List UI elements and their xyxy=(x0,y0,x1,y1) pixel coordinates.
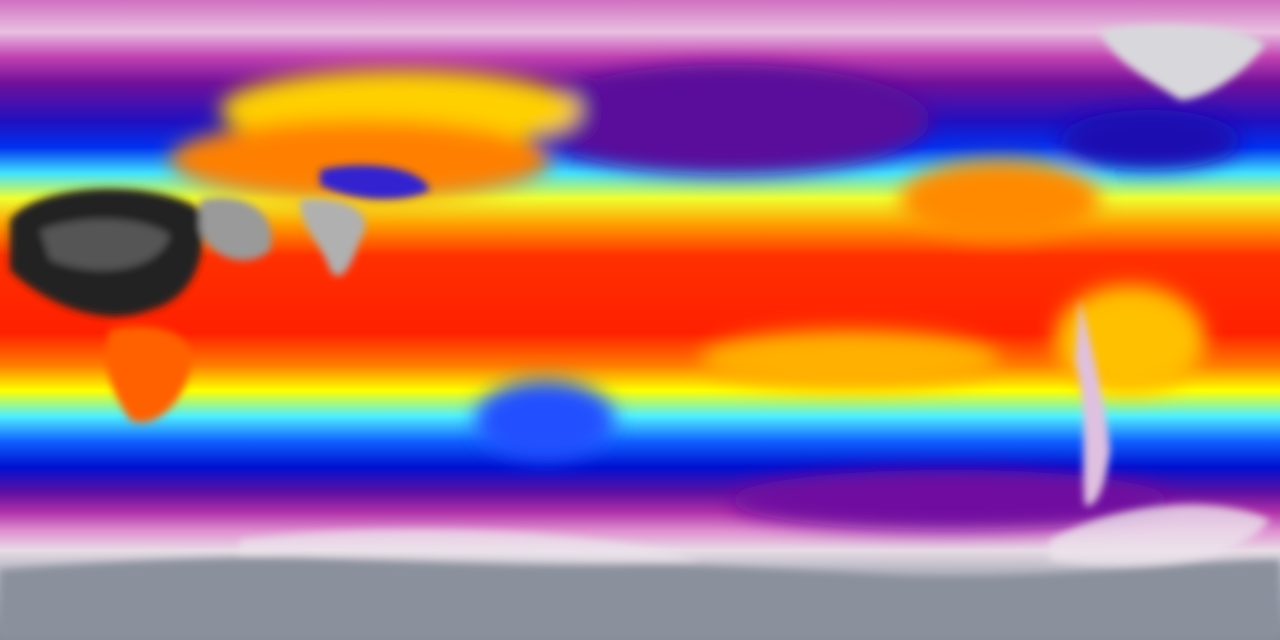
sahara-grey-highlight xyxy=(40,219,170,271)
andes-region xyxy=(1075,300,1110,506)
arabia-region xyxy=(200,197,272,261)
north-america-region xyxy=(900,160,1100,240)
australia-region xyxy=(475,380,615,460)
eastern-pacific-yellow xyxy=(700,330,1000,390)
greenland-ice xyxy=(1100,25,1265,100)
africa-south-region xyxy=(106,326,192,423)
tibet-region xyxy=(320,165,430,200)
antarctica-white-shelf xyxy=(240,529,700,565)
south-pacific-purple xyxy=(730,470,1170,530)
asia-warm-region xyxy=(170,120,550,200)
ross-sea-swirl xyxy=(1050,504,1270,566)
north-pacific-cold-region xyxy=(530,65,930,175)
india-region xyxy=(300,199,366,276)
antarctica-ice xyxy=(0,556,1280,640)
north-atlantic-cold-region xyxy=(1060,110,1240,170)
